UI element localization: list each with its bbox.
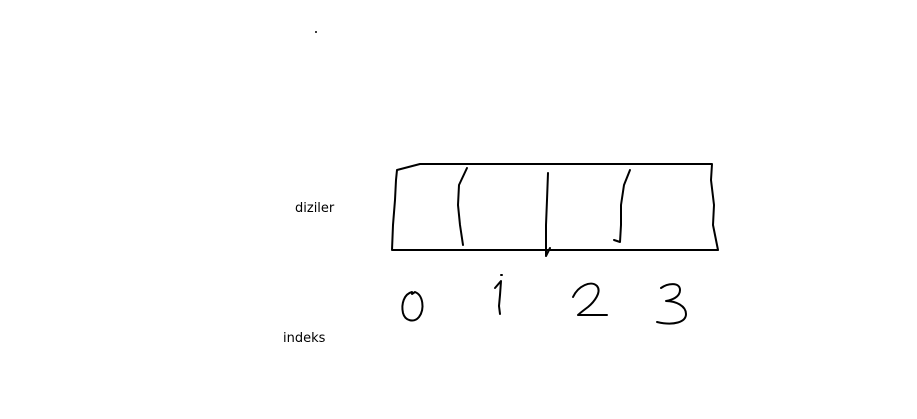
stray-dot — [315, 31, 317, 33]
array-divider-2 — [545, 172, 551, 257]
array-label: diziler — [295, 201, 335, 216]
array-outline — [391, 163, 719, 251]
index-digit-3 — [656, 283, 687, 325]
index-digit-1 — [494, 274, 503, 315]
array-divider-3 — [613, 169, 631, 243]
index-label: indeks — [283, 331, 326, 346]
index-digit-0 — [401, 291, 424, 322]
array-divider-1 — [457, 167, 468, 246]
index-digit-2 — [572, 282, 608, 316]
